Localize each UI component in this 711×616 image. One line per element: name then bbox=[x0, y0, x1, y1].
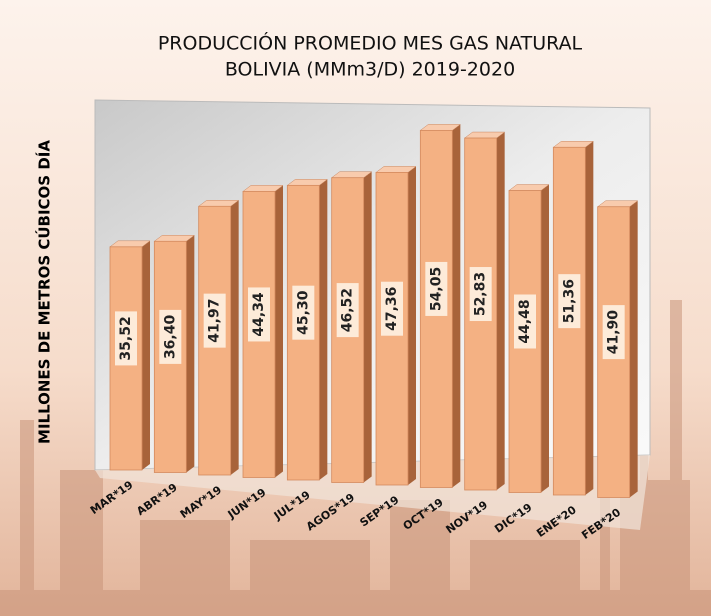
bar-side bbox=[186, 235, 194, 472]
bar-side bbox=[408, 166, 416, 485]
bar-side bbox=[142, 241, 150, 470]
bar-side bbox=[231, 200, 239, 475]
bar-side bbox=[275, 185, 283, 477]
bar-side bbox=[541, 185, 549, 493]
bar-side bbox=[452, 124, 460, 487]
value-label: 52,83 bbox=[473, 272, 489, 316]
value-label: 36,40 bbox=[162, 314, 178, 359]
bar-side bbox=[319, 179, 327, 480]
value-label: 45,30 bbox=[295, 290, 311, 335]
value-label: 44,34 bbox=[251, 292, 267, 337]
value-label: 46,52 bbox=[340, 288, 356, 332]
y-axis-title: MILLONES DE METROS CÚBICOS DÍA bbox=[35, 140, 54, 444]
value-label: 54,05 bbox=[428, 267, 444, 311]
value-label: 35,52 bbox=[118, 316, 134, 360]
bar-side bbox=[630, 201, 638, 498]
value-label: 41,90 bbox=[606, 310, 622, 355]
value-label: 41,97 bbox=[207, 298, 223, 342]
bar-side bbox=[497, 132, 505, 490]
value-label: 51,36 bbox=[561, 279, 577, 323]
bar-side bbox=[364, 172, 372, 483]
chart-subtitle: BOLIVIA (MMm3/D) 2019-2020 bbox=[225, 59, 515, 81]
bar-side bbox=[585, 141, 593, 495]
chart: PRODUCCIÓN PROMEDIO MES GAS NATURAL BOLI… bbox=[0, 0, 711, 616]
value-label: 47,36 bbox=[384, 287, 400, 331]
value-label: 44,48 bbox=[517, 299, 533, 343]
chart-title: PRODUCCIÓN PROMEDIO MES GAS NATURAL bbox=[158, 31, 583, 55]
